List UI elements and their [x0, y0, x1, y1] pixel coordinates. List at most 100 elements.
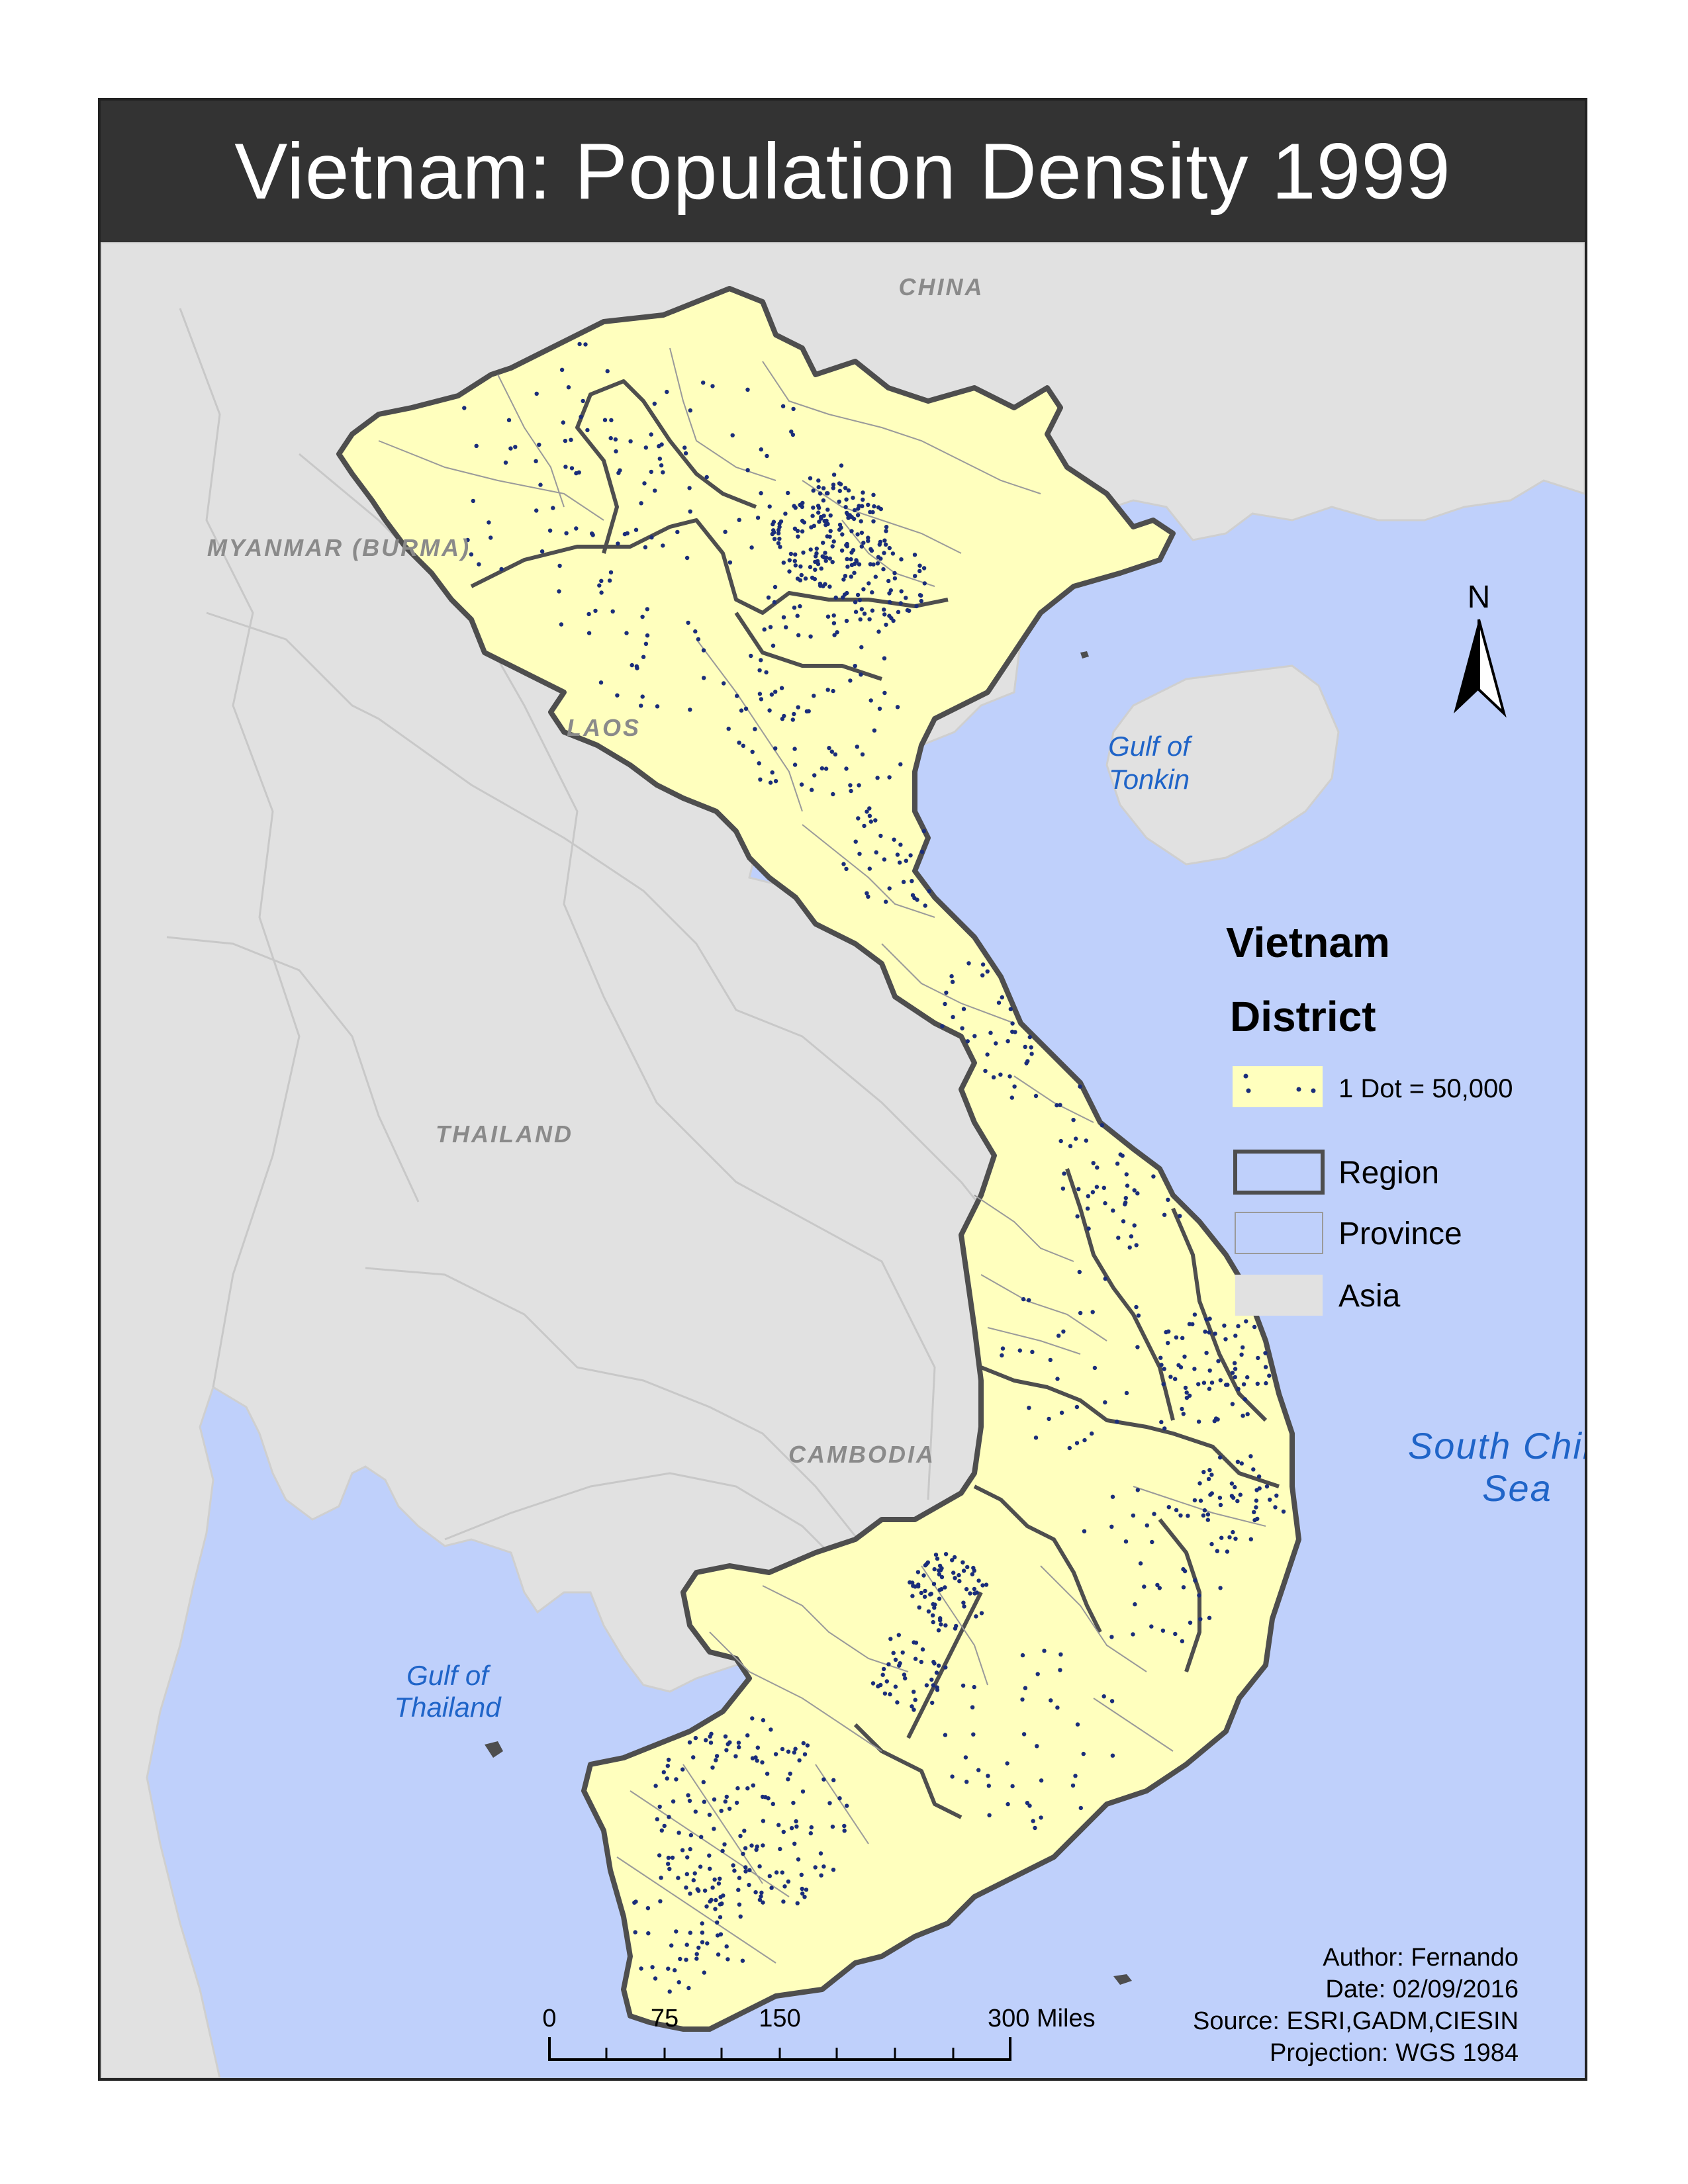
- population-dot: [649, 535, 654, 540]
- population-dot: [883, 542, 888, 547]
- population-dot: [943, 1552, 949, 1557]
- population-dot: [1218, 1378, 1223, 1383]
- population-dot: [659, 1876, 663, 1880]
- population-dot: [750, 1756, 755, 1760]
- population-dot: [1162, 1212, 1167, 1217]
- legend-dot: [1243, 1073, 1248, 1079]
- population-dot: [1135, 1488, 1141, 1492]
- population-dot: [907, 608, 912, 613]
- population-dot: [849, 574, 854, 579]
- population-dot: [841, 862, 846, 866]
- population-dot: [927, 889, 931, 893]
- population-dot: [792, 559, 798, 563]
- map-credits: Author: Fernando Date: 02/09/2016 Source…: [1193, 1944, 1519, 2067]
- population-dot: [743, 1846, 748, 1850]
- population-dot: [1074, 1441, 1080, 1445]
- population-dot: [1216, 1359, 1221, 1363]
- population-dot: [1209, 1541, 1214, 1547]
- population-dot: [1100, 1123, 1105, 1128]
- population-dot: [801, 550, 806, 555]
- population-dot: [710, 1765, 715, 1770]
- population-dot: [937, 1568, 941, 1573]
- population-dot: [1058, 1652, 1063, 1657]
- population-dot: [859, 544, 865, 549]
- population-dot: [739, 708, 744, 713]
- population-dot: [1138, 1561, 1143, 1566]
- population-dot: [684, 555, 690, 561]
- population-dot: [1241, 1345, 1245, 1350]
- population-dot: [1251, 1467, 1256, 1472]
- population-dot: [780, 1870, 785, 1875]
- population-dot: [551, 506, 555, 510]
- population-dot: [688, 1891, 692, 1896]
- population-dot: [1267, 1373, 1272, 1378]
- population-dot: [830, 544, 835, 549]
- population-dot: [643, 545, 648, 550]
- population-dot: [1229, 1481, 1235, 1486]
- population-dot: [985, 1052, 990, 1057]
- population-dot: [876, 555, 881, 559]
- population-dot: [670, 1855, 675, 1860]
- population-dot: [534, 459, 538, 463]
- population-dot: [688, 1833, 694, 1838]
- population-dot: [924, 1683, 929, 1688]
- population-dot: [1192, 1312, 1197, 1317]
- population-dot: [768, 625, 773, 629]
- population-dot: [1207, 1468, 1212, 1473]
- population-dot: [1235, 1459, 1241, 1464]
- population-dot: [583, 342, 588, 347]
- population-dot: [1058, 1138, 1063, 1144]
- population-dot: [893, 1684, 898, 1689]
- north-arrow-left-half: [1454, 619, 1479, 713]
- population-dot: [700, 1940, 705, 1944]
- population-dot: [735, 694, 739, 698]
- population-dot: [886, 578, 891, 584]
- population-dot: [793, 1747, 798, 1751]
- population-dot: [657, 1853, 662, 1858]
- population-dot: [649, 432, 653, 437]
- population-dot: [852, 508, 857, 513]
- population-dot: [858, 617, 863, 622]
- population-dot: [1182, 1354, 1187, 1359]
- population-dot: [919, 1590, 924, 1596]
- population-dot: [943, 1623, 948, 1628]
- population-dot: [1178, 1214, 1182, 1218]
- population-dot: [819, 1873, 823, 1878]
- population-dot: [1281, 1509, 1286, 1514]
- population-dot: [882, 551, 886, 555]
- population-dot: [1263, 1365, 1268, 1369]
- map-canvas: CHINA MYANMAR (BURMA) LAOS THAILAND CAMB…: [101, 242, 1585, 2078]
- population-dot: [1227, 1535, 1232, 1539]
- population-dot: [932, 1606, 937, 1610]
- population-dot: [821, 498, 826, 503]
- population-dot: [919, 598, 924, 604]
- population-dot: [831, 621, 837, 625]
- population-dot: [765, 1771, 770, 1776]
- population-dot: [563, 438, 568, 443]
- population-dot: [1074, 1404, 1080, 1410]
- population-dot: [816, 478, 821, 483]
- population-dot: [833, 595, 838, 600]
- population-dot: [563, 465, 568, 469]
- population-dot: [1230, 1402, 1235, 1406]
- population-dot: [963, 1755, 968, 1760]
- population-dot: [539, 549, 545, 554]
- legend-dot: [1246, 1088, 1251, 1093]
- population-dot: [1023, 1044, 1027, 1050]
- population-dot: [1248, 1537, 1254, 1541]
- population-dot: [574, 526, 579, 531]
- small-island: [1080, 651, 1089, 659]
- population-dot: [714, 1758, 718, 1762]
- population-dot: [812, 773, 817, 778]
- population-dot: [667, 1815, 671, 1819]
- population-dot: [677, 1831, 681, 1835]
- population-dot: [789, 430, 794, 434]
- population-dot: [1008, 1007, 1013, 1012]
- population-dot: [859, 672, 863, 677]
- population-dot: [922, 581, 927, 586]
- population-dot: [868, 819, 874, 824]
- population-dot: [688, 1931, 692, 1935]
- population-dot: [1196, 1419, 1201, 1424]
- population-dot: [757, 761, 761, 766]
- population-dot: [683, 451, 688, 456]
